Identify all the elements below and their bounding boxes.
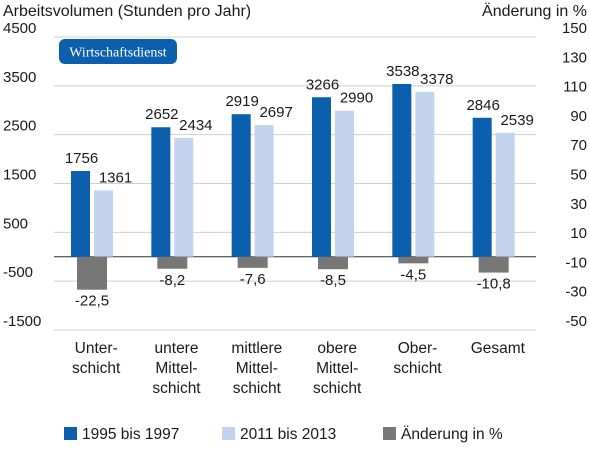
bar-change-percent	[157, 256, 188, 269]
right-tick-label: 90	[570, 108, 587, 125]
value-label-change: -7,6	[240, 271, 266, 288]
bar-1995-1997	[151, 127, 171, 257]
bar-change-percent	[478, 256, 509, 273]
legend-swatch	[64, 427, 77, 440]
category-label: obere	[317, 340, 357, 357]
value-label-1995-1997: 3266	[306, 76, 339, 93]
bar-1995-1997	[71, 170, 90, 257]
bar-2011-2013	[335, 110, 354, 257]
left-tick-label: 2500	[3, 118, 36, 135]
left-axis-title: Arbeitsvolumen (Stunden pro Jahr)	[3, 3, 251, 20]
left-tick-label: -1500	[3, 313, 41, 330]
bar-1995-1997	[231, 114, 251, 257]
right-tick-label: -30	[565, 284, 587, 301]
category-label: Mittel-	[155, 360, 197, 377]
bar-change-percent	[77, 256, 107, 290]
bar-change-percent	[318, 256, 348, 270]
category-labels: Unter-schicht untere Mittel-schicht mittler…	[72, 340, 526, 397]
left-tick-label: 4500	[3, 20, 36, 37]
category-label: schicht	[393, 360, 442, 377]
bar-2011-2013	[174, 137, 194, 257]
legend-label: Änderung in %	[401, 426, 503, 443]
bar-1995-1997	[392, 83, 412, 257]
category-label: schicht	[152, 380, 201, 397]
legend-label: 1995 bis 1997	[82, 426, 179, 443]
right-tick-label: -10	[565, 254, 587, 271]
left-tick-label: 3500	[3, 69, 36, 86]
legend-swatch	[383, 427, 396, 440]
right-tick-label: 50	[570, 167, 587, 184]
value-label-2011-2013: 3378	[420, 71, 453, 88]
value-label-change: -10,8	[477, 276, 511, 293]
bar-change-percent	[237, 256, 268, 268]
category-label: schicht	[313, 380, 362, 397]
category-label: schicht	[233, 380, 282, 397]
value-label-1995-1997: 1756	[65, 150, 98, 167]
category-label: Mittel-	[236, 360, 278, 377]
right-tick-label: 150	[562, 20, 587, 37]
value-label-1995-1997: 2652	[145, 106, 178, 123]
category-label: Mittel-	[316, 360, 358, 377]
left-tick-label: 500	[3, 215, 28, 232]
bar-2011-2013	[254, 125, 274, 257]
category-label: mittlere	[231, 340, 282, 357]
legend-swatch	[222, 427, 235, 440]
value-label-2011-2013: 2697	[259, 104, 292, 121]
value-label-2011-2013: 2990	[340, 90, 373, 107]
right-tick-label: 30	[570, 196, 587, 213]
category-label: Unter-	[75, 340, 118, 357]
value-label-2011-2013: 1361	[99, 169, 132, 186]
right-axis-ticks: 150 130 110 90 70 50 30 10 -10 -30 -50	[562, 20, 587, 330]
bar-2011-2013	[415, 91, 435, 257]
badge-text: Wirtschaftsdienst	[69, 46, 167, 61]
category-label: Gesamt	[471, 340, 526, 357]
bars	[71, 83, 515, 290]
left-tick-label: -500	[3, 264, 33, 281]
bar-change-percent	[398, 256, 429, 264]
value-label-change: -4,5	[400, 266, 426, 283]
bar-1995-1997	[312, 97, 331, 257]
value-label-2011-2013: 2539	[500, 112, 533, 129]
category-label: schicht	[72, 360, 121, 377]
bar-1995-1997	[472, 117, 492, 257]
value-label-change: -22,5	[75, 293, 109, 310]
value-label-change: -8,5	[320, 272, 346, 289]
value-label-1995-1997: 2919	[225, 93, 258, 110]
value-label-2011-2013: 2434	[179, 117, 212, 134]
right-tick-label: 70	[570, 137, 587, 154]
category-label: Ober-	[398, 340, 438, 357]
left-axis-ticks: 4500 3500 2500 1500 500 -500 -1500	[3, 20, 41, 330]
bar-2011-2013	[495, 132, 515, 257]
value-label-change: -8,2	[159, 272, 185, 289]
badge-background	[59, 39, 177, 64]
bar-2011-2013	[94, 190, 113, 257]
left-tick-label: 1500	[3, 167, 36, 184]
right-tick-label: 110	[563, 79, 587, 96]
right-tick-label: -50	[565, 313, 587, 330]
gridlines	[54, 36, 536, 331]
right-axis-title: Änderung in %	[482, 2, 587, 20]
value-label-1995-1997: 3538	[386, 63, 419, 80]
right-tick-label: 130	[562, 49, 587, 66]
legend-label: 2011 bis 2013	[240, 426, 336, 443]
legend: 1995 bis 1997 2011 bis 2013 Änderung in %	[64, 426, 503, 443]
value-label-1995-1997: 2846	[466, 97, 499, 114]
publisher-badge: Wirtschaftsdienst	[59, 39, 177, 64]
right-tick-label: 10	[570, 225, 587, 242]
category-label: untere	[155, 340, 199, 357]
